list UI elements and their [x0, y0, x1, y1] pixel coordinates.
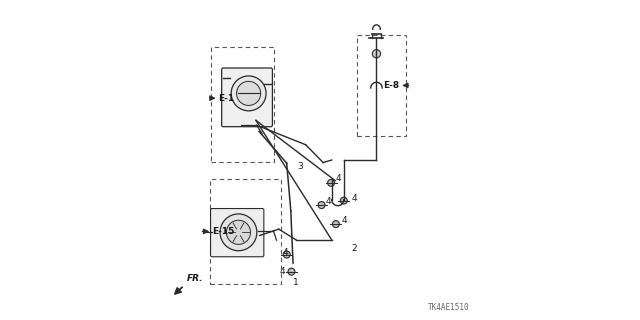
Text: 4: 4	[342, 216, 347, 225]
Bar	[357, 35, 406, 136]
Circle shape	[318, 202, 325, 209]
Circle shape	[288, 268, 295, 275]
Circle shape	[284, 251, 290, 258]
Text: E-1: E-1	[218, 94, 235, 103]
Circle shape	[231, 76, 266, 111]
Circle shape	[227, 220, 250, 244]
Circle shape	[372, 50, 381, 58]
Bar	[210, 179, 281, 284]
FancyBboxPatch shape	[221, 68, 273, 127]
Circle shape	[332, 220, 339, 228]
Text: 1: 1	[293, 278, 299, 287]
Text: 4: 4	[351, 194, 356, 203]
Text: 2: 2	[352, 244, 357, 253]
Text: 4: 4	[326, 197, 332, 206]
Text: 3: 3	[298, 163, 303, 172]
Text: 4: 4	[283, 248, 288, 257]
Text: 4: 4	[280, 267, 285, 276]
Circle shape	[340, 197, 348, 204]
Bar	[211, 47, 274, 162]
Text: TK4AE1510: TK4AE1510	[428, 303, 469, 312]
Text: E-15: E-15	[212, 227, 234, 236]
Circle shape	[220, 214, 257, 251]
Text: 4: 4	[335, 174, 341, 183]
Circle shape	[328, 179, 335, 186]
Text: FR.: FR.	[187, 274, 204, 283]
FancyBboxPatch shape	[211, 209, 264, 257]
Circle shape	[237, 81, 260, 105]
Text: E-8: E-8	[383, 81, 399, 90]
